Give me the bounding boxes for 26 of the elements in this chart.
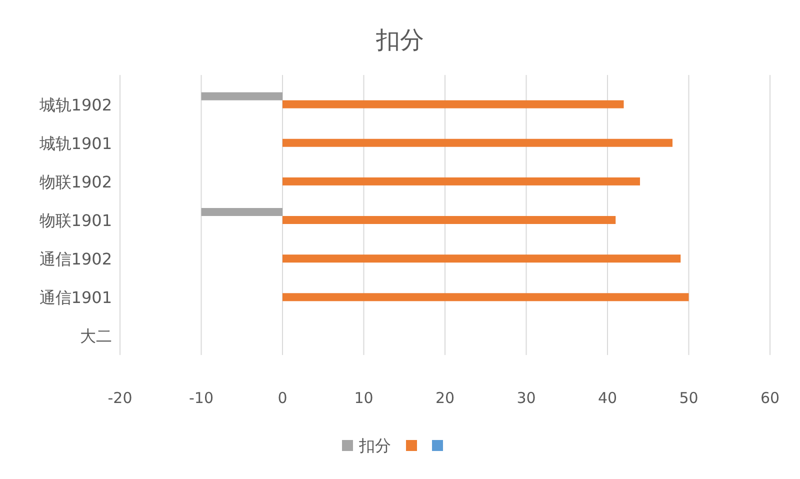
x-tick-label: 60 <box>760 389 780 407</box>
bar <box>201 208 282 216</box>
x-tick-label: 50 <box>679 389 698 407</box>
y-tick-label: 通信1901 <box>39 288 112 308</box>
x-tick-label: 40 <box>598 389 618 407</box>
bar <box>282 216 616 224</box>
x-tick-label: 0 <box>278 389 288 407</box>
y-tick-label: 物联1901 <box>39 211 112 230</box>
chart-title: 扣分 <box>375 26 424 54</box>
y-tick-label: 城轨1901 <box>38 134 112 153</box>
x-tick-label: 30 <box>516 389 536 407</box>
y-tick-label: 城轨1902 <box>38 95 112 114</box>
bar <box>282 254 681 263</box>
bar <box>282 293 689 302</box>
bar <box>282 138 672 147</box>
y-tick-label: 物联1902 <box>39 172 112 192</box>
x-tick-label: 10 <box>354 389 374 407</box>
x-tick-label: 20 <box>435 389 455 407</box>
x-tick-label: -20 <box>108 389 132 407</box>
bar <box>201 92 282 100</box>
y-tick-label: 通信1902 <box>39 250 112 269</box>
bar <box>282 100 624 108</box>
y-tick-label: 大二 <box>80 326 112 346</box>
x-tick-label: -10 <box>189 389 214 407</box>
legend-label: 扣分 <box>358 436 391 455</box>
bar <box>282 177 640 186</box>
